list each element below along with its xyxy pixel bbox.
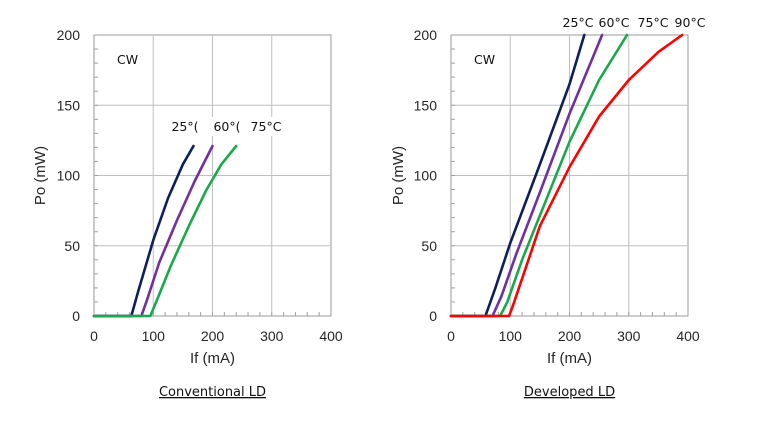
- y-tick-label: 200: [414, 27, 438, 43]
- y-tick-label: 0: [429, 308, 437, 324]
- mode-label: CW: [117, 52, 138, 67]
- y-tick-label: 0: [72, 308, 80, 324]
- chart-caption: Developed LD: [524, 385, 615, 400]
- x-axis-title: If (mA): [547, 350, 592, 367]
- series-label-25c: 25°C: [563, 15, 594, 30]
- series-label-25c: 25°(: [171, 119, 198, 134]
- x-tick-label: 300: [617, 328, 641, 344]
- x-tick-label: 0: [447, 328, 455, 344]
- y-tick-label: 150: [414, 97, 438, 113]
- x-axis-title: If (mA): [190, 350, 235, 367]
- y-tick-label: 50: [64, 238, 80, 254]
- x-tick-label: 200: [558, 328, 582, 344]
- x-tick-label: 100: [499, 328, 523, 344]
- series-label-60c: 60°C: [599, 15, 630, 30]
- y-tick-label: 100: [414, 168, 438, 184]
- mode-label: CW: [474, 52, 495, 67]
- y-tick-label: 50: [421, 238, 437, 254]
- y-axis-title: Po (mW): [32, 146, 49, 205]
- series-line-90c: [449, 33, 684, 318]
- series-line-75c: [92, 144, 238, 318]
- x-tick-label: 300: [260, 328, 284, 344]
- x-tick-label: 0: [90, 328, 98, 344]
- series-label-90c: 90°C: [675, 15, 706, 30]
- x-tick-label: 400: [319, 328, 343, 344]
- y-tick-label: 200: [57, 27, 81, 43]
- series-label-75c: 75°C: [251, 119, 282, 134]
- series-label-60c: 60°(: [213, 119, 240, 134]
- y-tick-label: 100: [57, 168, 81, 184]
- chart-panel-1: 0 100 200 300 400 0 50 100 150 200 If (mA) Po (mW) C…: [32, 27, 343, 400]
- chart-caption: Conventional LD: [159, 385, 266, 400]
- y-axis-title: Po (mW): [390, 146, 407, 205]
- y-tick-label: 150: [57, 97, 81, 113]
- chart-panel-2: 0 100 200 300 400 0 50 100 150 200 If (mA) Po (mW) C…: [390, 15, 706, 400]
- series-line-75c: [449, 33, 629, 318]
- x-tick-label: 100: [142, 328, 166, 344]
- annotation-background: [172, 117, 284, 136]
- series-label-75c: 75°C: [638, 15, 669, 30]
- x-tick-label: 200: [201, 328, 225, 344]
- x-tick-label: 400: [676, 328, 700, 344]
